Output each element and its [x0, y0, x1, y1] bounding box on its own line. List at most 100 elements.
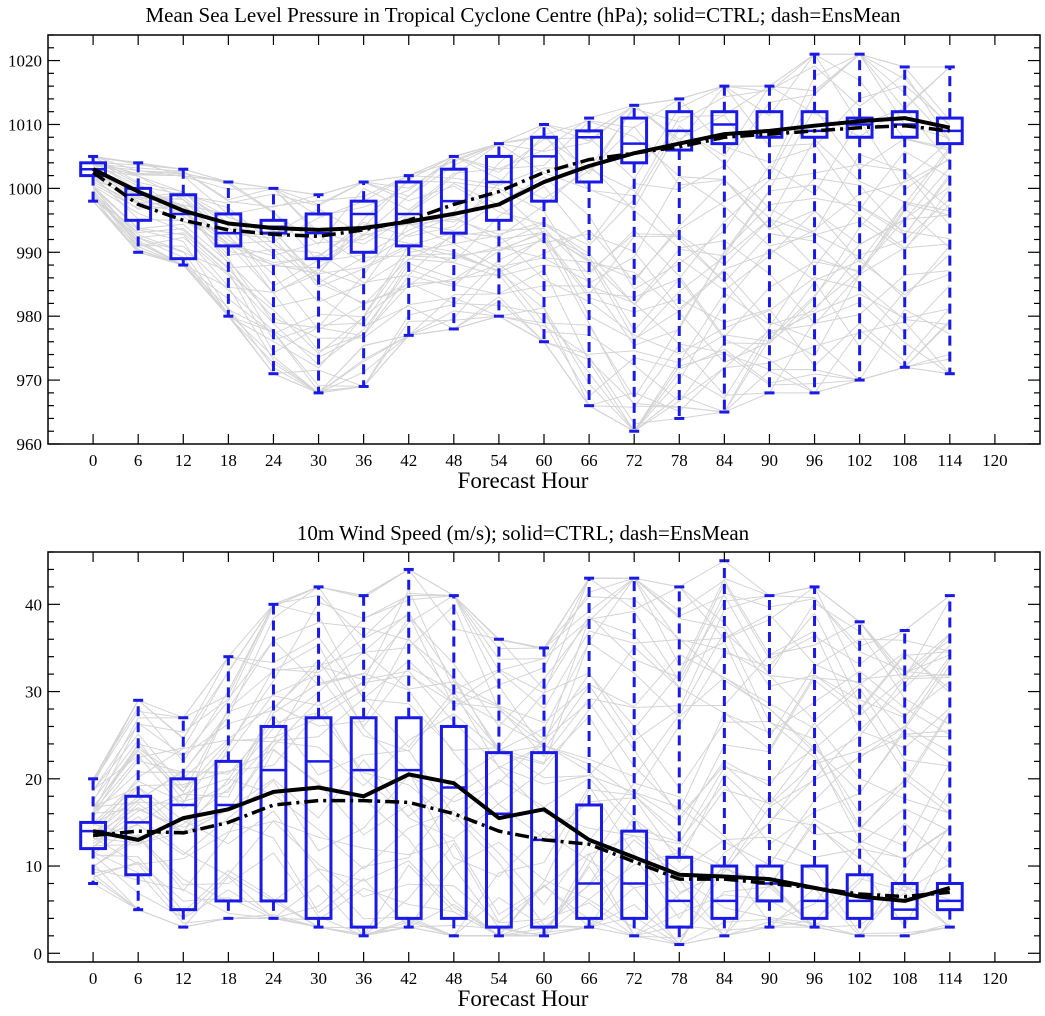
mslp-member-line	[93, 136, 950, 325]
mslp-box-114	[935, 65, 964, 376]
wind-member-line	[92, 577, 950, 827]
wind-member-line	[92, 677, 950, 937]
wind-box-84	[710, 559, 739, 938]
mslp-ctrl-line	[92, 116, 951, 232]
wind-x-tick-label: 6	[134, 969, 143, 988]
wind-x-tick-label: 72	[626, 969, 643, 988]
mslp-x-tick-label: 120	[982, 451, 1008, 470]
wind-x-tick-label: 60	[536, 969, 553, 988]
mslp-ensmean-line	[92, 123, 951, 239]
wind-x-axis: 0 6 12 18 24 30 36 42 48 54 60 66 72 78 84 90 96 102 108 11…	[89, 552, 1008, 988]
mslp-x-tick-label: 84	[716, 451, 734, 470]
mslp-y-tick-label: 1000	[8, 179, 42, 198]
wind-box-iqr	[394, 716, 423, 920]
mslp-member-line	[92, 160, 950, 324]
wind-member-line	[92, 672, 950, 900]
mslp-member-line	[92, 120, 951, 252]
wind-x-tick-label: 108	[892, 969, 918, 988]
wind-box-iqr	[214, 759, 243, 903]
mslp-y-tick-label: 1010	[8, 115, 42, 134]
wind-member-line	[93, 785, 950, 937]
mslp-box-iqr	[620, 116, 649, 165]
mslp-member-line	[92, 198, 951, 355]
mslp-x-tick-label: 60	[536, 451, 553, 470]
mslp-box-54	[485, 142, 513, 318]
mslp-box-72	[620, 103, 649, 433]
mslp-member-line	[92, 138, 950, 287]
wind-member-line	[92, 816, 950, 937]
mslp-x-tick-label: 66	[581, 451, 598, 470]
mslp-member-line	[92, 183, 951, 331]
mslp-member-line	[92, 163, 951, 284]
wind-x-tick-label: 12	[175, 969, 192, 988]
wind-member-line	[93, 577, 951, 844]
wind-member-line	[92, 592, 951, 839]
mslp-chart-title: Mean Sea Level Pressure in Tropical Cycl…	[145, 3, 901, 27]
mslp-box-0	[79, 154, 107, 203]
mslp-member-line	[92, 125, 950, 263]
wind-y-tick-label: 10	[25, 857, 42, 876]
wind-box-42	[394, 567, 423, 929]
wind-member-line	[92, 577, 951, 824]
mslp-y-tick-label: 1020	[8, 52, 42, 71]
wind-x-tick-label: 120	[982, 969, 1008, 988]
wind-x-tick-label: 0	[89, 969, 98, 988]
mslp-box-iqr	[485, 154, 513, 222]
wind-box-48	[439, 594, 468, 938]
mslp-member-line	[93, 164, 950, 364]
wind-box-54	[485, 637, 513, 938]
mslp-member-line	[92, 53, 950, 359]
wind-box-18	[214, 655, 243, 920]
wind-box-iqr	[935, 881, 964, 912]
wind-box-78	[665, 585, 694, 947]
mslp-x-tick-label: 90	[761, 451, 778, 470]
mslp-box-30	[304, 193, 333, 395]
wind-box-12	[169, 716, 198, 929]
mslp-box-iqr	[845, 116, 874, 139]
wind-ctrl-line	[92, 772, 951, 903]
mslp-x-tick-label: 6	[134, 451, 143, 470]
mslp-member-line	[92, 200, 950, 432]
mslp-x-tick-label: 108	[892, 451, 918, 470]
wind-x-tick-label: 102	[847, 969, 873, 988]
wind-member-line	[92, 820, 950, 937]
mslp-x-tick-label: 24	[265, 451, 283, 470]
wind-member-line	[92, 577, 951, 835]
mslp-box-18	[214, 180, 243, 318]
wind-member-line	[92, 630, 950, 814]
wind-member-line	[92, 665, 951, 937]
wind-x-tick-label: 90	[761, 969, 778, 988]
mslp-member-line	[92, 162, 951, 306]
mslp-box-66	[575, 116, 603, 408]
wind-member-line	[92, 841, 951, 946]
wind-member-line	[93, 581, 951, 846]
mslp-member-line	[92, 53, 951, 269]
wind-box-iqr	[620, 829, 649, 920]
mslp-x-tick-label: 96	[806, 451, 823, 470]
wind-box-iqr	[485, 751, 513, 929]
wind-y-tick-label: 0	[34, 944, 43, 963]
wind-y-tick-label: 20	[25, 770, 42, 789]
wind-box-36	[349, 594, 378, 938]
wind-member-line	[92, 677, 950, 937]
mslp-x-tick-label: 30	[310, 451, 327, 470]
mslp-x-tick-label: 36	[355, 451, 372, 470]
mslp-x-tick-label: 72	[626, 451, 643, 470]
wind-y-tick-label: 40	[25, 595, 42, 614]
wind-x-tick-label: 96	[806, 969, 823, 988]
mslp-box-iqr	[214, 212, 243, 248]
wind-box-iqr	[304, 716, 333, 920]
wind-box-iqr	[349, 716, 378, 929]
wind-x-tick-label: 78	[671, 969, 688, 988]
mslp-x-tick-label: 114	[937, 451, 962, 470]
mslp-y-tick-label: 970	[17, 371, 43, 390]
mslp-member-line	[92, 53, 951, 264]
mslp-box-42	[394, 174, 423, 337]
mslp-member-line	[92, 186, 951, 413]
mslp-x-tick-label: 18	[220, 451, 237, 470]
mslp-y-tick-label: 980	[17, 307, 43, 326]
wind-box-iqr	[665, 855, 694, 929]
wind-x-tick-label: 36	[355, 969, 372, 988]
mslp-member-line	[92, 171, 950, 341]
